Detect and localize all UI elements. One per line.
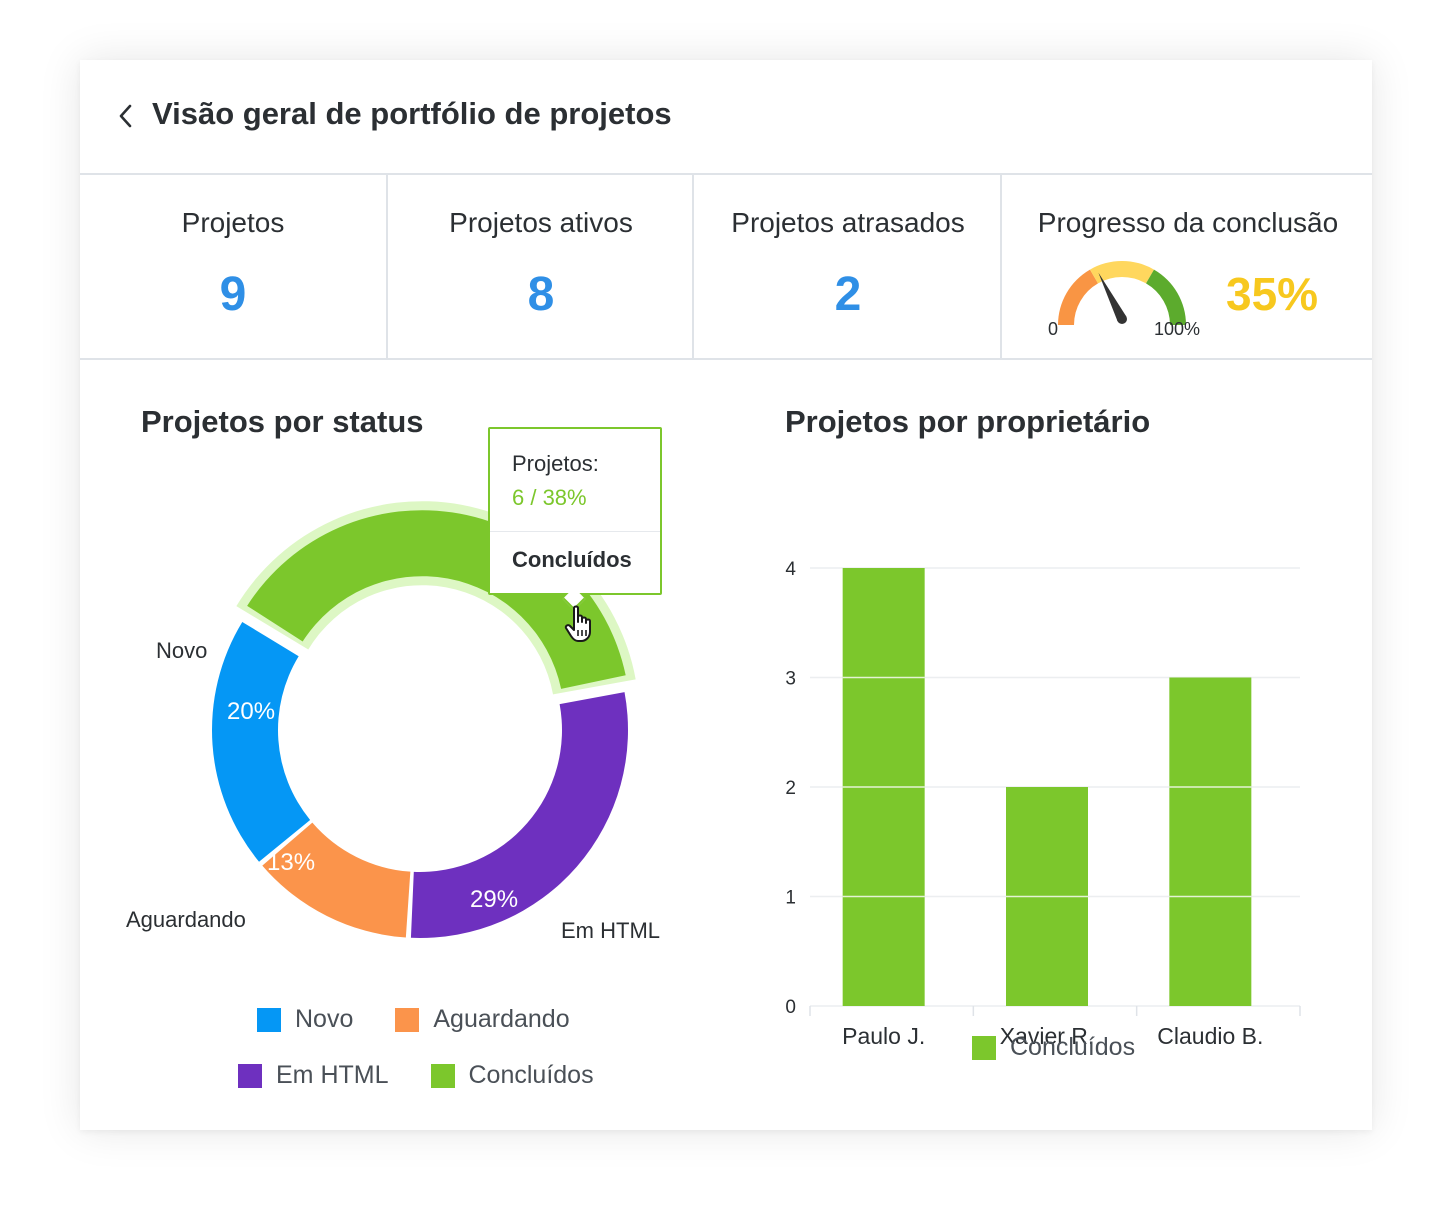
kpi-label: Projetos atrasados: [731, 207, 965, 238]
kpi-value: 2: [834, 268, 862, 321]
status-legend-row-1: Novo Aguardando: [257, 1005, 570, 1034]
x-tick-label: Xavier R.: [1000, 1023, 1095, 1049]
donut-slice-em-html[interactable]: [410, 692, 628, 938]
kpi-value: 8: [527, 268, 555, 321]
slice-label-novo: Novo: [156, 638, 208, 663]
status-legend-row-2: Em HTML Concluídos: [238, 1061, 594, 1090]
kpi-late-projects: Projetos atrasados 2: [692, 175, 1002, 358]
y-tick-label: 2: [785, 778, 796, 799]
gauge-value: 35%: [1226, 268, 1319, 320]
tooltip-label: Projetos:: [512, 451, 599, 476]
donut-slice-aguardando[interactable]: [262, 822, 411, 938]
portfolio-overview-card: Visão geral de portfólio de projetos Pro…: [80, 60, 1372, 1130]
chart-tooltip: Projetos: 6 / 38% Concluídos: [488, 427, 662, 611]
slice-percent-aguardando: 13%: [267, 849, 316, 876]
y-tick-label: 4: [785, 559, 796, 580]
owner-legend: Concluídos: [972, 1033, 1135, 1062]
legend-label-em-html[interactable]: Em HTML: [276, 1061, 389, 1089]
owner-chart-title: Projetos por proprietário: [785, 404, 1151, 439]
legend-swatch-em-html: [238, 1063, 262, 1088]
kpi-projects: Projetos 9: [80, 175, 386, 358]
legend-label-aguardando[interactable]: Aguardando: [433, 1005, 570, 1033]
kpi-row: Projetos 9 Projetos ativos 8 Projetos at…: [80, 175, 1372, 360]
kpi-label: Projetos: [181, 207, 285, 238]
legend-label-concluidos[interactable]: Concluídos: [1010, 1033, 1136, 1061]
legend-label-concluidos[interactable]: Concluídos: [468, 1061, 594, 1089]
gauge-segment-1: [1090, 261, 1154, 284]
gauge-needle-hub: [1117, 314, 1127, 324]
tooltip-value: 6 / 38%: [512, 485, 587, 510]
legend-swatch-concluidos: [430, 1063, 455, 1088]
x-tick-label: Paulo J.: [842, 1023, 925, 1049]
y-tick-label: 0: [785, 997, 796, 1018]
slice-percent-em-html: 29%: [470, 886, 519, 913]
gauge-segment-0: [1058, 269, 1098, 325]
gauge-needle: [1098, 272, 1127, 322]
hand-cursor-icon: [564, 605, 591, 642]
gauge-segment-2: [1146, 269, 1186, 325]
gauge-chart: [1058, 261, 1186, 325]
chevron-left-icon[interactable]: [114, 101, 140, 131]
y-tick-label: 3: [785, 669, 796, 690]
tooltip-divider: [490, 531, 660, 532]
slice-percent-novo: 20%: [227, 698, 276, 725]
slice-label-em-html: Em HTML: [561, 918, 660, 943]
gauge-min-label: 0: [1048, 319, 1059, 339]
kpi-value: 9: [219, 268, 247, 321]
page-title: Visão geral de portfólio de projetos: [152, 96, 672, 131]
tooltip-category: Concluídos: [512, 547, 632, 572]
y-tick-label: 1: [785, 888, 796, 909]
bar-claudio-b[interactable]: [1169, 677, 1252, 1007]
x-tick-label: Claudio B.: [1157, 1023, 1263, 1049]
slice-label-aguardando: Aguardando: [126, 907, 246, 932]
status-chart-title: Projetos por status: [141, 404, 424, 439]
owner-bar-chart: 0 1 2 3 4 Paulo J. Xavier R. Claudio B.: [785, 559, 1301, 1049]
legend-swatch-concluidos: [972, 1035, 996, 1060]
legend-swatch-novo: [257, 1007, 281, 1032]
kpi-label: Progresso da conclusão: [1037, 207, 1339, 238]
legend-label-novo[interactable]: Novo: [295, 1005, 354, 1033]
legend-swatch-aguardando: [395, 1007, 420, 1032]
kpi-active-projects: Projetos ativos 8: [386, 175, 694, 358]
kpi-completion-progress: Progresso da conclusão 0 100% 35%: [1000, 175, 1374, 358]
donut-slice-novo[interactable]: [211, 621, 311, 862]
gauge-max-label: 100%: [1154, 319, 1201, 339]
header: Visão geral de portfólio de projetos: [80, 60, 1372, 175]
kpi-label: Projetos ativos: [449, 207, 633, 238]
